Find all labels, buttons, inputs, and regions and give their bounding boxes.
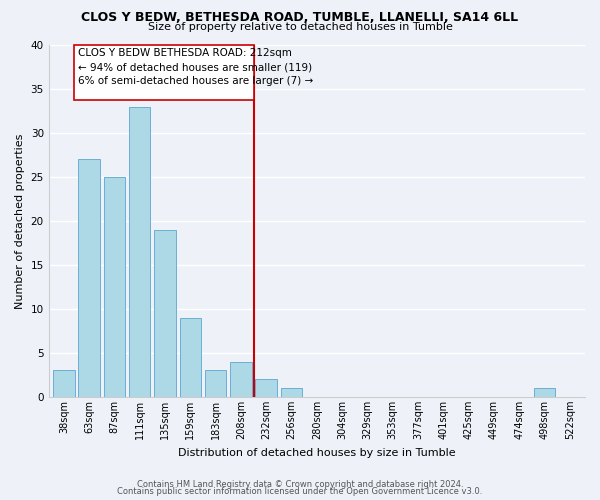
Bar bbox=[230, 362, 251, 397]
Bar bbox=[53, 370, 74, 397]
Bar bbox=[179, 318, 201, 397]
Text: CLOS Y BEDW BETHESDA ROAD: 212sqm
← 94% of detached houses are smaller (119)
6% : CLOS Y BEDW BETHESDA ROAD: 212sqm ← 94% … bbox=[78, 48, 314, 86]
Text: Size of property relative to detached houses in Tumble: Size of property relative to detached ho… bbox=[148, 22, 452, 32]
Text: Contains HM Land Registry data © Crown copyright and database right 2024.: Contains HM Land Registry data © Crown c… bbox=[137, 480, 463, 489]
Bar bbox=[154, 230, 176, 397]
X-axis label: Distribution of detached houses by size in Tumble: Distribution of detached houses by size … bbox=[178, 448, 455, 458]
Bar bbox=[79, 160, 100, 397]
Bar bbox=[256, 380, 277, 397]
Bar bbox=[129, 106, 151, 397]
Bar bbox=[74, 45, 254, 100]
Bar bbox=[205, 370, 226, 397]
Bar bbox=[534, 388, 555, 397]
Bar bbox=[104, 177, 125, 397]
Bar bbox=[281, 388, 302, 397]
Text: Contains public sector information licensed under the Open Government Licence v3: Contains public sector information licen… bbox=[118, 488, 482, 496]
Text: CLOS Y BEDW, BETHESDA ROAD, TUMBLE, LLANELLI, SA14 6LL: CLOS Y BEDW, BETHESDA ROAD, TUMBLE, LLAN… bbox=[82, 11, 518, 24]
Y-axis label: Number of detached properties: Number of detached properties bbox=[15, 134, 25, 308]
